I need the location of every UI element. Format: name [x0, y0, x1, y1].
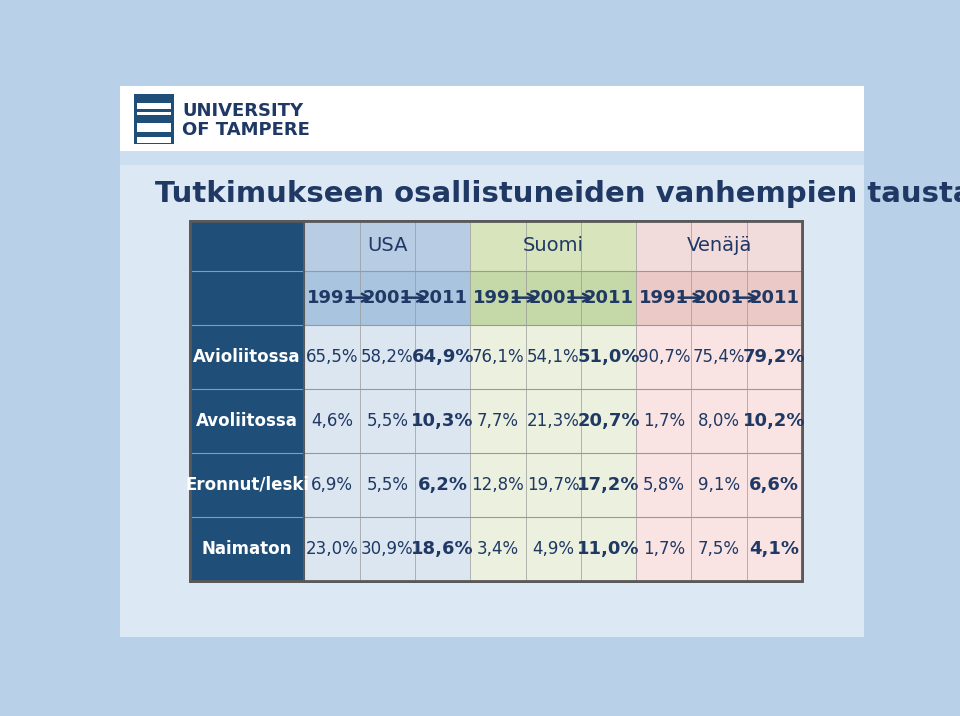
Text: 2011: 2011 [750, 289, 800, 306]
FancyBboxPatch shape [190, 221, 304, 271]
Text: 6,2%: 6,2% [418, 476, 468, 494]
Text: UNIVERSITY: UNIVERSITY [182, 102, 303, 120]
Text: 90,7%: 90,7% [637, 348, 690, 366]
FancyBboxPatch shape [470, 453, 636, 517]
Text: 51,0%: 51,0% [577, 348, 639, 366]
Text: 5,8%: 5,8% [643, 476, 684, 494]
Text: 30,9%: 30,9% [361, 540, 414, 558]
Text: 2001: 2001 [528, 289, 578, 306]
Text: 79,2%: 79,2% [743, 348, 805, 366]
Text: Venäjä: Venäjä [686, 236, 752, 255]
FancyBboxPatch shape [470, 389, 636, 453]
FancyBboxPatch shape [190, 453, 304, 517]
FancyBboxPatch shape [470, 221, 636, 271]
Text: 21,3%: 21,3% [527, 412, 580, 430]
Text: 9,1%: 9,1% [698, 476, 740, 494]
Text: 10,2%: 10,2% [743, 412, 805, 430]
FancyBboxPatch shape [304, 517, 470, 581]
Text: 65,5%: 65,5% [306, 348, 358, 366]
FancyBboxPatch shape [120, 86, 864, 151]
Text: 3,4%: 3,4% [477, 540, 519, 558]
FancyBboxPatch shape [134, 94, 175, 144]
FancyBboxPatch shape [636, 271, 802, 324]
FancyBboxPatch shape [120, 151, 864, 637]
Text: 18,6%: 18,6% [411, 540, 474, 558]
Text: Suomi: Suomi [523, 236, 584, 255]
FancyBboxPatch shape [137, 137, 171, 143]
Text: Eronnut/leski: Eronnut/leski [185, 476, 309, 494]
FancyBboxPatch shape [190, 517, 304, 581]
Text: 23,0%: 23,0% [305, 540, 358, 558]
FancyBboxPatch shape [636, 453, 802, 517]
Text: 2011: 2011 [418, 289, 468, 306]
Text: 2001: 2001 [362, 289, 413, 306]
Text: Naimaton: Naimaton [202, 540, 292, 558]
FancyBboxPatch shape [636, 221, 802, 271]
Text: 1991: 1991 [638, 289, 688, 306]
FancyBboxPatch shape [304, 453, 470, 517]
Text: 17,2%: 17,2% [577, 476, 639, 494]
FancyBboxPatch shape [470, 271, 636, 324]
Text: 54,1%: 54,1% [527, 348, 580, 366]
Text: 6,9%: 6,9% [311, 476, 353, 494]
Text: 58,2%: 58,2% [361, 348, 414, 366]
Text: Avoliitossa: Avoliitossa [196, 412, 298, 430]
Text: 5,5%: 5,5% [367, 476, 408, 494]
Text: 76,1%: 76,1% [471, 348, 524, 366]
Text: 5,5%: 5,5% [367, 412, 408, 430]
FancyBboxPatch shape [137, 123, 171, 132]
Text: 4,6%: 4,6% [311, 412, 353, 430]
FancyBboxPatch shape [137, 103, 171, 109]
Text: 2001: 2001 [694, 289, 744, 306]
Text: OF TAMPERE: OF TAMPERE [182, 121, 310, 139]
Text: 2011: 2011 [584, 289, 634, 306]
FancyBboxPatch shape [470, 517, 636, 581]
Text: 1,7%: 1,7% [643, 412, 684, 430]
FancyBboxPatch shape [120, 151, 864, 165]
Text: 19,7%: 19,7% [527, 476, 580, 494]
Text: USA: USA [367, 236, 408, 255]
Text: 4,9%: 4,9% [532, 540, 574, 558]
Text: 8,0%: 8,0% [698, 412, 740, 430]
Text: 7,7%: 7,7% [477, 412, 519, 430]
FancyBboxPatch shape [190, 271, 304, 324]
Text: 20,7%: 20,7% [577, 412, 639, 430]
Text: 10,3%: 10,3% [412, 412, 474, 430]
FancyBboxPatch shape [304, 271, 470, 324]
Text: 1991: 1991 [307, 289, 357, 306]
FancyBboxPatch shape [304, 221, 470, 271]
Text: 11,0%: 11,0% [577, 540, 639, 558]
Text: 12,8%: 12,8% [471, 476, 524, 494]
Text: 6,6%: 6,6% [750, 476, 800, 494]
FancyBboxPatch shape [636, 324, 802, 389]
FancyBboxPatch shape [304, 324, 470, 389]
Text: Tutkimukseen osallistuneiden vanhempien taustaa:: Tutkimukseen osallistuneiden vanhempien … [155, 180, 960, 208]
Text: Avioliitossa: Avioliitossa [193, 348, 300, 366]
FancyBboxPatch shape [190, 324, 304, 389]
Text: 4,1%: 4,1% [750, 540, 800, 558]
Text: 1991: 1991 [473, 289, 523, 306]
Text: 75,4%: 75,4% [693, 348, 745, 366]
FancyBboxPatch shape [470, 324, 636, 389]
FancyBboxPatch shape [190, 389, 304, 453]
FancyBboxPatch shape [304, 389, 470, 453]
FancyBboxPatch shape [137, 112, 171, 115]
FancyBboxPatch shape [190, 221, 802, 581]
FancyBboxPatch shape [636, 517, 802, 581]
FancyBboxPatch shape [636, 389, 802, 453]
Text: 64,9%: 64,9% [412, 348, 474, 366]
Text: 1,7%: 1,7% [643, 540, 684, 558]
Text: 7,5%: 7,5% [698, 540, 740, 558]
